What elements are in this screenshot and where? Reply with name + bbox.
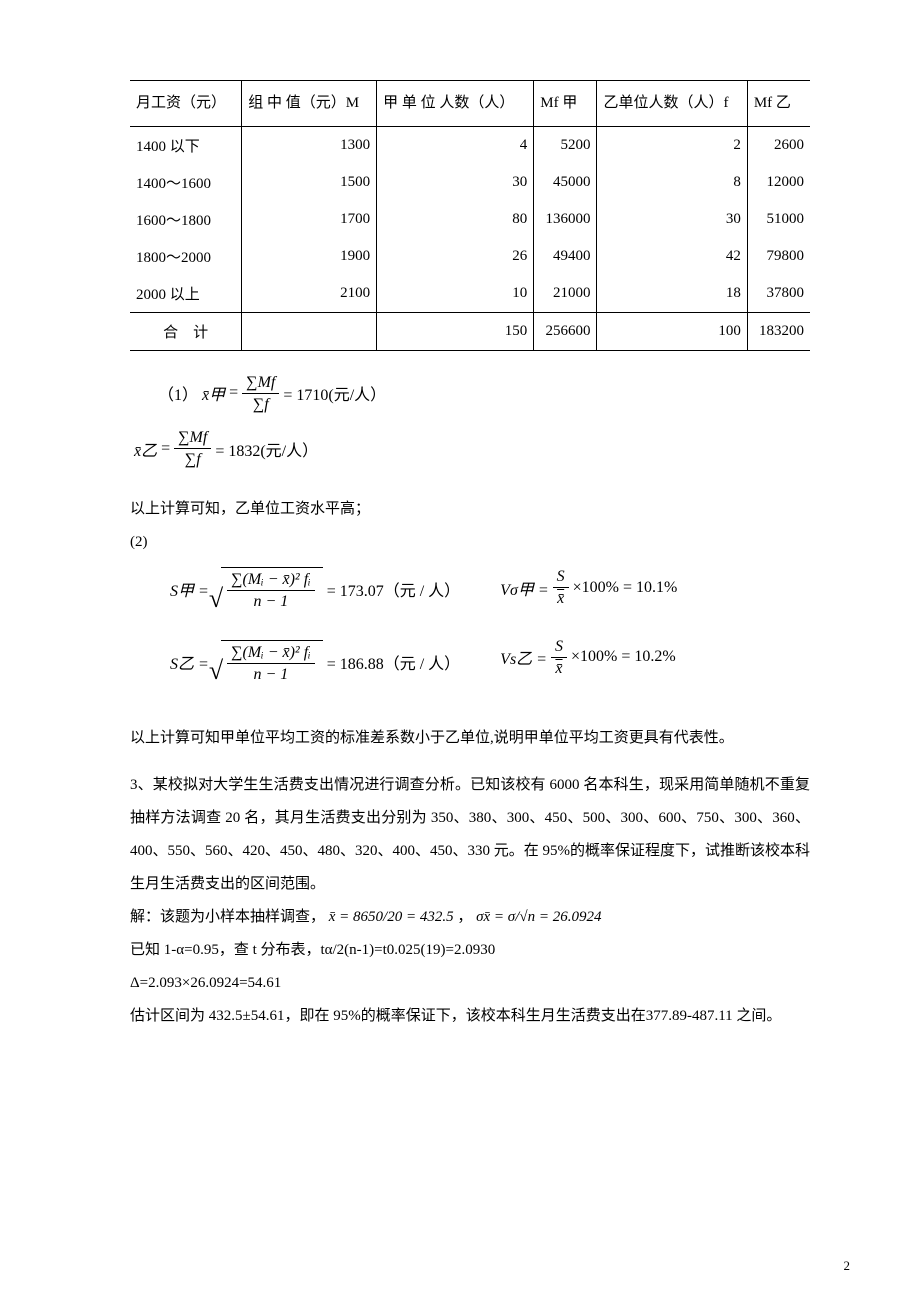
- xbar-jia: x̄甲: [202, 381, 225, 405]
- col-mid: 组 中 值（元）M: [242, 81, 377, 127]
- prefix-1: （1）: [158, 381, 198, 405]
- page-number: 2: [844, 1258, 851, 1274]
- solution-line-1: 解：该题为小样本抽样调查， x̄ = 8650/20 = 432.5 ， σx̄…: [130, 901, 810, 934]
- col-wage: 月工资（元）: [130, 81, 242, 127]
- col-yi-count: 乙单位人数（人）f: [597, 81, 747, 127]
- xbar-yi: x̄乙: [134, 437, 157, 461]
- problem-3: 3、某校拟对大学生生活费支出情况进行调查分析。已知该校有 6000 名本科生，现…: [130, 769, 810, 901]
- col-jia-count: 甲 单 位 人数（人）: [377, 81, 534, 127]
- table-row: 2000 以上 2100 10 21000 18 37800: [130, 275, 810, 313]
- wage-table: 月工资（元） 组 中 值（元）M 甲 单 位 人数（人） Mf 甲 乙单位人数（…: [130, 80, 810, 351]
- col-mf-yi: Mf 乙: [747, 81, 810, 127]
- conclusion-2: 以上计算可知甲单位平均工资的标准差系数小于乙单位,说明甲单位平均工资更具有代表性…: [130, 722, 810, 755]
- table-header-row: 月工资（元） 组 中 值（元）M 甲 单 位 人数（人） Mf 甲 乙单位人数（…: [130, 81, 810, 127]
- table-row: 1400～1600 1500 30 45000 8 12000: [130, 164, 810, 201]
- solution-line-2: 已知 1-α=0.95，查 t 分布表，tα/2(n-1)=t0.025(19)…: [130, 934, 810, 967]
- part-2-label: (2): [130, 526, 810, 559]
- col-mf-jia: Mf 甲: [534, 81, 597, 127]
- formula-mean: （1） x̄甲 = ∑Mf ∑f = 1710(元/人） x̄乙 = ∑Mf ∑…: [158, 373, 810, 470]
- conclusion-1: 以上计算可知，乙单位工资水平高；: [130, 493, 810, 526]
- table-row: 1600～1800 1700 80 136000 30 51000: [130, 201, 810, 238]
- table-row: 1400 以下 1300 4 5200 2 2600: [130, 126, 810, 164]
- formula-std: S甲 = √ ∑(Mᵢ − x̄)² fᵢ n − 1 = 173.07（元 /…: [170, 567, 810, 698]
- solution-line-4: 估计区间为 432.5±54.61，即在 95%的概率保证下，该校本科生月生活费…: [130, 1000, 810, 1033]
- table-total-row: 合 计 150 256600 100 183200: [130, 312, 810, 350]
- solution-line-3: Δ=2.093×26.0924=54.61: [130, 967, 810, 1000]
- table-row: 1800～2000 1900 26 49400 42 79800: [130, 238, 810, 275]
